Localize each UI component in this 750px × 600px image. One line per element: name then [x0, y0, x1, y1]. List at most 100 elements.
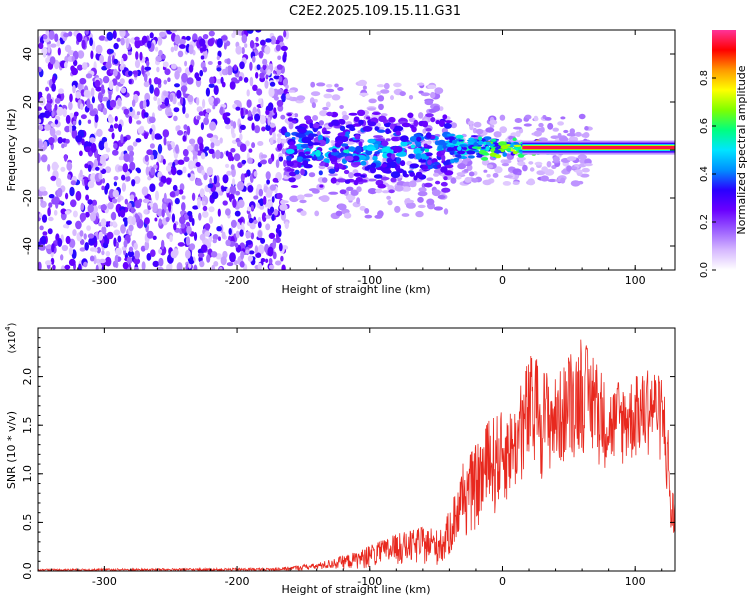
heatmap-cell [136, 120, 142, 125]
heatmap-cell [45, 86, 50, 92]
heatmap-cell [163, 192, 167, 203]
snr-x-tick-label: -100 [357, 575, 382, 588]
heatmap-cell [186, 125, 191, 136]
heatmap-cell [71, 67, 78, 76]
heatmap-cell [246, 30, 254, 34]
heatmap-cell [85, 194, 89, 201]
heatmap-cell [294, 169, 300, 175]
heatmap-cell [446, 133, 456, 137]
heatmap-cell [540, 126, 545, 133]
heatmap-cell [121, 182, 126, 192]
heatmap-cell [391, 153, 396, 160]
snr-x-tick-label: 0 [499, 575, 506, 588]
heatmap-cell [540, 175, 549, 182]
heatmap-cell [142, 99, 147, 109]
heatmap-cell [134, 250, 141, 260]
heatmap-cell [239, 124, 246, 130]
heatmap-cell [377, 95, 385, 102]
heatmap-cell [273, 208, 279, 216]
heatmap-cell [144, 92, 151, 102]
heatmap-cell [138, 198, 143, 203]
heatmap-cell [176, 262, 183, 270]
heatmap-cell [171, 63, 177, 70]
heatmap-cell [253, 195, 259, 200]
heatmap-cell [118, 123, 122, 133]
heatmap-cell [320, 195, 330, 203]
heatmap-cell [53, 196, 60, 205]
heatmap-cell [157, 78, 162, 85]
heatmap-cell [76, 32, 83, 43]
heatmap-cell [259, 204, 265, 210]
heatmap-cell [267, 246, 274, 257]
heatmap-cell [77, 64, 83, 71]
heatmap-cell [389, 123, 395, 130]
heatmap-cell [141, 261, 146, 270]
heatmap-cell [425, 132, 432, 139]
heatmap-cell [146, 60, 150, 67]
heatmap-cell [75, 91, 82, 99]
heatmap-cell [69, 93, 73, 103]
heatmap-cell [106, 99, 111, 109]
heatmap-cell [240, 173, 245, 182]
heatmap-cell [39, 112, 47, 118]
heatmap-cell [49, 127, 56, 137]
heatmap-cell [418, 112, 424, 119]
heatmap-cell [191, 218, 195, 226]
heatmap-cell [217, 208, 221, 217]
heatmap-cell [203, 117, 210, 126]
heatmap-cell [100, 84, 105, 93]
heatmap-cell [123, 239, 128, 248]
heatmap-cell [257, 262, 262, 270]
heatmap-cell [206, 254, 211, 263]
heatmap-cell [127, 250, 135, 258]
heatmap-cell [275, 44, 281, 52]
heatmap-cell [157, 98, 161, 107]
heatmap-x-axis: -300 -200 -100 0 100 [50, 30, 663, 287]
heatmap-cell [308, 188, 319, 192]
heatmap-cell [206, 133, 214, 139]
heatmap-cell [271, 196, 275, 203]
snr-y-tick-label: 1.5 [21, 416, 34, 434]
heatmap-cell [68, 258, 76, 266]
heatmap-cell [199, 142, 204, 152]
heatmap-cell [159, 104, 167, 109]
heatmap-cell [401, 186, 411, 192]
heatmap-cell [492, 172, 499, 178]
heatmap-cell [44, 124, 51, 131]
heatmap-cell [253, 171, 258, 177]
heatmap-cell [209, 76, 215, 85]
heatmap-cell [398, 151, 407, 157]
heatmap-y-tick-label: -40 [21, 237, 34, 255]
heatmap-cell [201, 244, 208, 253]
heatmap-cell [99, 165, 103, 171]
heatmap-cell [162, 61, 169, 68]
heatmap-cell [268, 87, 275, 97]
heatmap-cell [58, 88, 64, 94]
heatmap-cell [390, 177, 397, 183]
heatmap-cell [466, 150, 476, 155]
colorbar-tick-label: 0.0 [699, 262, 710, 278]
heatmap-cell [413, 175, 418, 181]
heatmap-cell [396, 157, 401, 164]
heatmap-cell [451, 139, 457, 145]
heatmap-cell [381, 140, 389, 147]
heatmap-cell [260, 237, 266, 244]
heatmap-cell [215, 149, 221, 160]
heatmap-cell [191, 192, 196, 201]
heatmap-cell [40, 235, 47, 246]
heatmap-cell [270, 35, 277, 45]
heatmap-cell [63, 32, 70, 38]
heatmap-x-label: Height of straight line (km) [281, 283, 430, 296]
heatmap-cell [286, 161, 294, 167]
heatmap-cell [252, 84, 258, 92]
heatmap-cell [455, 134, 464, 139]
heatmap-cell [48, 216, 54, 222]
heatmap-cell [202, 44, 207, 52]
heatmap-cell [43, 141, 48, 150]
heatmap-cell [575, 131, 582, 137]
heatmap-cell [79, 230, 84, 237]
heatmap-cell [366, 146, 376, 151]
heatmap-cell [245, 249, 250, 254]
heatmap-cell [547, 178, 557, 183]
heatmap-cell [173, 115, 178, 122]
